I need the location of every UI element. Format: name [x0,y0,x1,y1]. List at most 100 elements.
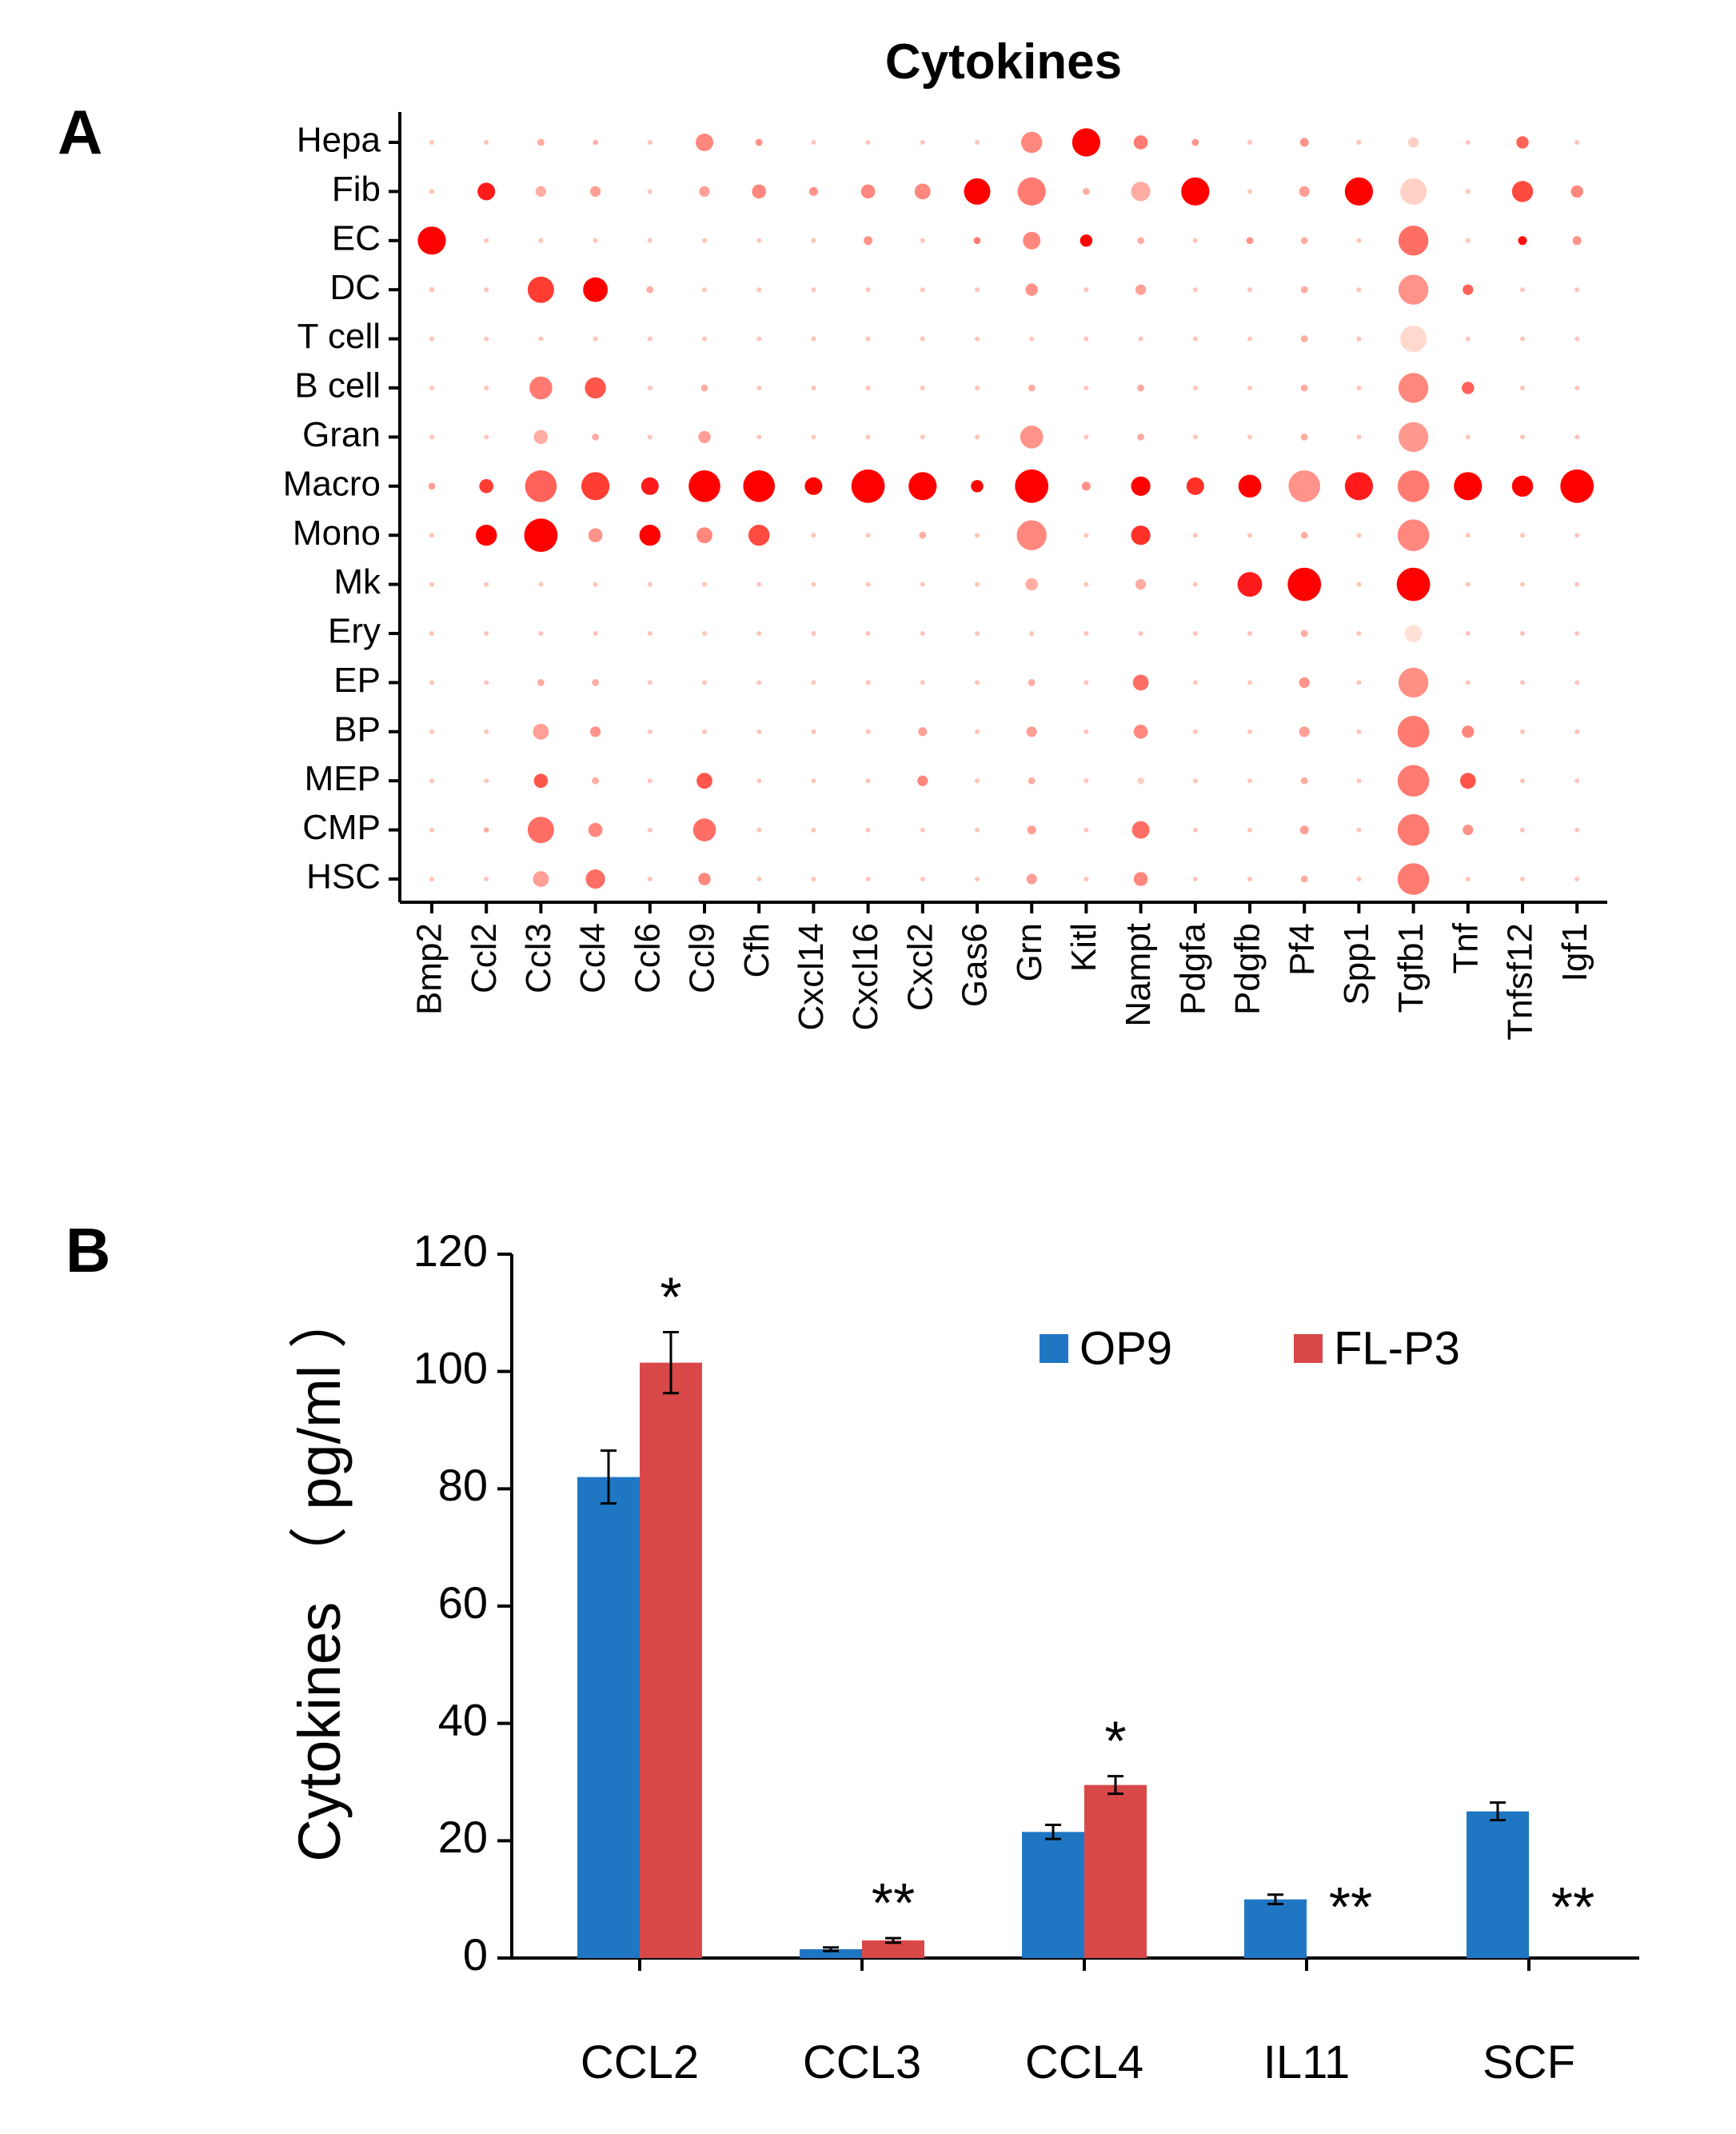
dot-plot-point [1072,128,1100,157]
dot-plot-column-label: Bmp2 [410,923,449,1015]
dot-plot-point [588,822,603,837]
dot-plot-point [1192,729,1198,734]
dot-plot-point [865,827,871,833]
dot-plot-point [1247,778,1252,784]
dot-plot-point [524,518,558,553]
bar-chart-y-tick-label: 100 [413,1342,488,1393]
dot-plot-point [1084,778,1089,784]
dot-plot-row-label: MEP [305,759,381,798]
dot-plot-point [1356,434,1362,440]
dot-plot-point [593,139,598,146]
dot-plot-point [1465,581,1471,587]
dot-plot-point [1465,533,1471,538]
significance-marker: ** [1551,1876,1594,1938]
dot-plot-point [920,336,925,342]
dot-plot-point [1397,813,1430,846]
dot-plot-column-label: Pf4 [1283,923,1322,976]
dot-plot-point [920,287,925,293]
dot-plot-point [592,679,599,686]
dot-plot-point [1084,631,1089,636]
dot-plot-point [811,238,816,243]
dot-plot-point [429,581,434,587]
dot-plot-point [639,525,660,546]
dot-plot-point [851,469,885,503]
dot-plot-point [1570,185,1583,198]
dot-plot-point [1029,336,1035,342]
bar-op9-ccl4 [1022,1832,1084,1958]
dot-plot-point [920,434,925,440]
dot-plot-point [1023,231,1041,250]
dot-plot-column-label: Cxcl2 [900,923,940,1011]
dot-plot-point [865,287,871,293]
bar-legend: OP9 FL-P3 [1040,1322,1460,1374]
dot-plot-point [484,680,489,685]
dot-plot-point [429,386,434,390]
dot-plot-point [975,336,980,342]
dot-plot-column-label: Gas6 [956,923,995,1007]
dot-plot-point [533,723,549,740]
dot-plot-point [1404,625,1423,642]
dot-plot-row-label: EC [332,218,381,258]
dot-plot-point [429,434,434,440]
dot-plot-column-label: Tgfb1 [1391,923,1431,1013]
dot-plot-point [647,238,652,243]
dot-plot-point [1084,877,1089,881]
dot-plot-column-label: Igf1 [1555,923,1594,981]
dot-plot-point [527,276,554,303]
dot-plot-point [527,817,554,844]
dot-plot-point [592,777,599,785]
dot-plot-point [1133,872,1148,886]
dot-plot-point [1192,631,1198,636]
dot-plot-point [1356,238,1362,243]
dot-plot-point [1300,777,1308,785]
dot-plot-point [1520,386,1525,390]
dot-plot-point [971,480,984,493]
dot-plot-point [1084,827,1089,833]
bar-chart-y-tick-label: 40 [438,1694,488,1744]
dot-plot-point [1247,189,1252,194]
dot-plot-point [1574,631,1580,636]
dot-plot-point [647,680,652,685]
dot-plot-point [1300,286,1308,294]
dot-plot-point [1520,729,1525,734]
dot-plot-point [1574,140,1580,145]
dot-plot-point [1084,581,1089,587]
dot-plot-point [811,778,816,784]
dot-plot-point [646,286,654,294]
dot-plot-point [860,184,876,199]
dot-plot-point [696,773,712,789]
dot-plot-point [702,238,707,243]
dot-plot-point [1028,679,1036,686]
dot-plot-point [484,386,489,390]
dot-plot-point [1463,825,1474,836]
dot-plot-point [1574,680,1580,685]
dot-plot-point [1462,382,1475,394]
dot-plot-point [1408,137,1419,148]
dot-plot-point [537,138,545,146]
dot-plot-point [647,729,652,734]
dot-plot-point [1300,237,1308,245]
dot-plot-row-label: Macro [283,464,381,503]
dot-plot-point [1511,181,1534,202]
dot-plot-point [647,434,652,440]
dot-plot-point [1344,177,1373,206]
dot-plot-point [920,581,925,587]
dot-plot-point [647,336,652,342]
dot-plot-point [865,877,871,881]
dot-plot-point [1247,631,1252,636]
dot-plot-column-label: Pdgfb [1228,923,1267,1015]
dot-plot-point [811,336,816,342]
dot-plot-point [1192,877,1198,881]
dot-plot-point [585,869,605,889]
dot-plot-point [692,818,716,841]
bar-chart-category-label: CCL2 [581,2036,699,2088]
dot-plot-point [1084,287,1089,293]
dot-plot-point [1574,386,1580,390]
dot-plot-point [756,287,762,293]
dot-plot-point [1465,140,1471,145]
dot-plot-column-label: Ccl3 [519,923,558,993]
dot-plot-point [484,581,489,587]
dot-plot-point [1462,725,1475,738]
dot-plot-point [748,525,770,546]
dot-plot-point [1017,177,1046,206]
